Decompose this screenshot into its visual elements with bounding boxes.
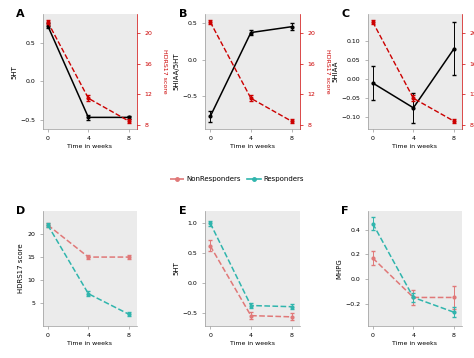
Text: D: D (16, 205, 26, 216)
Y-axis label: 5HIAA/5HT: 5HIAA/5HT (174, 53, 180, 90)
Y-axis label: HDRS17 score: HDRS17 score (325, 49, 330, 94)
X-axis label: Time in weeks: Time in weeks (392, 144, 438, 149)
Y-axis label: HDRS17 score: HDRS17 score (18, 244, 24, 293)
Y-axis label: HDRS17 score: HDRS17 score (163, 49, 167, 94)
Text: A: A (16, 9, 25, 19)
Y-axis label: MHPG: MHPG (336, 258, 342, 279)
Legend: NonResponders, Responders: NonResponders, Responders (167, 174, 307, 185)
X-axis label: Time in weeks: Time in weeks (67, 341, 112, 346)
X-axis label: Time in weeks: Time in weeks (392, 341, 438, 346)
Text: C: C (341, 9, 349, 19)
X-axis label: Time in weeks: Time in weeks (67, 144, 112, 149)
Text: F: F (341, 205, 349, 216)
Text: B: B (179, 9, 187, 19)
Y-axis label: 5HT: 5HT (174, 262, 180, 275)
Y-axis label: 5HT: 5HT (11, 65, 17, 78)
X-axis label: Time in weeks: Time in weeks (230, 341, 275, 346)
X-axis label: Time in weeks: Time in weeks (230, 144, 275, 149)
Y-axis label: 5HIAA: 5HIAA (332, 61, 338, 82)
Text: E: E (179, 205, 186, 216)
